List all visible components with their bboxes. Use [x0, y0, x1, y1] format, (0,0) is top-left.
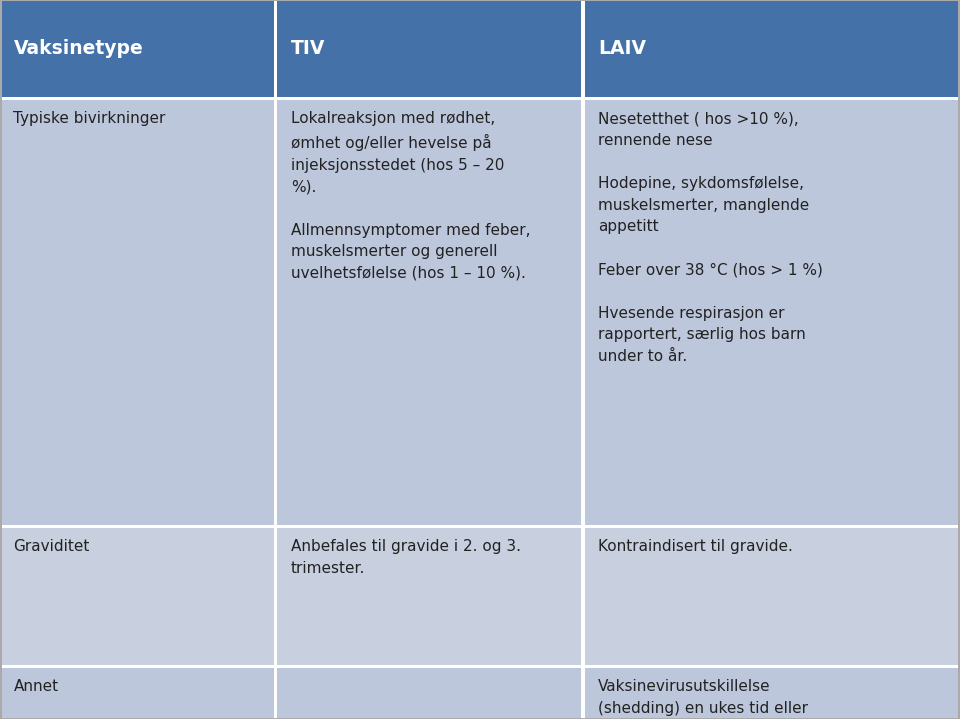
Bar [585, 668, 960, 719]
Bar [0, 0, 274, 97]
Text: Annet: Annet [13, 679, 59, 695]
Text: Kontraindisert til gravide.: Kontraindisert til gravide. [598, 539, 793, 554]
Text: Vaksinevirusutskillelse
(shedding) en ukes tid eller
mer etter vaksinasjon er va: Vaksinevirusutskillelse (shedding) en uk… [598, 679, 843, 719]
Bar [277, 100, 581, 525]
Bar [585, 100, 960, 525]
Bar [277, 0, 581, 97]
Text: LAIV: LAIV [598, 39, 646, 58]
Text: Graviditet: Graviditet [13, 539, 90, 554]
Bar [277, 668, 581, 719]
Bar [0, 718, 960, 719]
Bar [0, 0, 2, 719]
Bar [585, 0, 960, 97]
Text: Typiske bivirkninger: Typiske bivirkninger [13, 111, 166, 127]
Bar [0, 668, 274, 719]
Bar [0, 525, 960, 528]
Bar [958, 0, 960, 719]
Bar [0, 528, 274, 665]
Text: Anbefales til gravide i 2. og 3.
trimester.: Anbefales til gravide i 2. og 3. trimest… [291, 539, 521, 576]
Bar [277, 528, 581, 665]
Text: Lokalreaksjon med rødhet,
ømhet og/eller hevelse på
injeksjonsstedet (hos 5 – 20: Lokalreaksjon med rødhet, ømhet og/eller… [291, 111, 530, 280]
Bar [0, 665, 960, 668]
Text: Vaksinetype: Vaksinetype [13, 39, 143, 58]
Bar [0, 97, 960, 100]
Text: TIV: TIV [291, 39, 325, 58]
Text: Nesetetthet ( hos >10 %),
rennende nese

Hodepine, sykdomsfølelse,
muskelsmerter: Nesetetthet ( hos >10 %), rennende nese … [598, 111, 823, 364]
Bar [0, 0, 960, 1]
Bar [585, 528, 960, 665]
Bar [0, 100, 274, 525]
